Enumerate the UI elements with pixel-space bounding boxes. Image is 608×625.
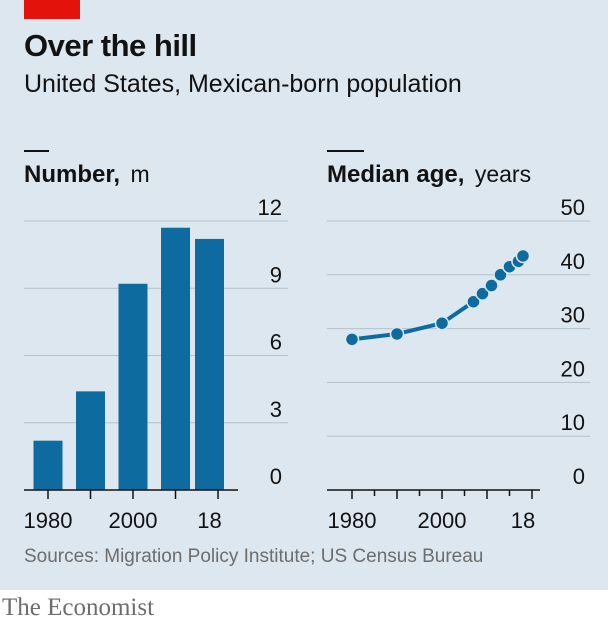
- age-data-point: [515, 248, 531, 264]
- age-chart-heading: Median age, years: [327, 161, 531, 188]
- number-x-tick-label: 18: [197, 508, 221, 533]
- number-chart: Number, m 0 3 6 9 12 1980 2000 18: [24, 150, 288, 533]
- age-data-point: [484, 278, 499, 293]
- number-y-tick-label: 0: [270, 464, 282, 489]
- number-bar: [33, 440, 63, 490]
- number-bar: [76, 391, 105, 490]
- number-bar: [161, 227, 190, 490]
- age-y-tick-label: 50: [561, 195, 585, 220]
- age-data-point: [475, 286, 490, 301]
- number-y-tick-label: 6: [270, 330, 282, 355]
- number-bar: [195, 238, 224, 490]
- age-data-point: [389, 326, 405, 342]
- age-data-point: [466, 294, 481, 309]
- age-y-tick-label: 40: [561, 249, 585, 274]
- number-y-tick-label: 3: [270, 397, 282, 422]
- age-data-point: [344, 332, 360, 347]
- number-y-tick-label: 9: [270, 262, 282, 287]
- number-bar: [118, 283, 148, 490]
- age-chart: Median age, years 0 10 20 30 40 50 1980 2000 18: [327, 150, 590, 533]
- chart-panel: [0, 0, 608, 590]
- age-y-tick-label: 10: [561, 410, 585, 435]
- number-y-tick-label: 12: [258, 195, 282, 220]
- age-y-tick-label: 0: [573, 464, 585, 489]
- age-y-tick-label: 20: [561, 356, 585, 381]
- age-chart-title: Median age,: [327, 161, 464, 188]
- economist-logo-text: The Economist: [2, 594, 155, 621]
- brand-red-tag: [24, 0, 80, 19]
- age-x-tick-label: 18: [511, 508, 535, 533]
- source-note: Sources: Migration Policy Institute; US …: [24, 546, 484, 567]
- age-chart-unit: years: [475, 161, 531, 187]
- number-chart-unit: m: [130, 161, 149, 187]
- age-x-tick-label: 1980: [328, 508, 377, 533]
- chart-subtitle: United States, Mexican-born population: [24, 70, 462, 98]
- age-data-point: [493, 267, 508, 283]
- age-y-tick-label: 30: [561, 303, 585, 328]
- chart-title: Over the hill: [24, 28, 197, 63]
- number-chart-heading: Number, m: [24, 161, 150, 188]
- age-x-tick-label: 2000: [418, 508, 467, 533]
- number-x-tick-label: 1980: [24, 508, 73, 533]
- age-data-point: [434, 315, 450, 331]
- charts-svg: Number, m 0 3 6 9 12 1980 2000 18 Median age, …: [24, 150, 590, 533]
- number-x-tick-label: 2000: [109, 508, 158, 533]
- number-chart-title: Number,: [24, 161, 120, 188]
